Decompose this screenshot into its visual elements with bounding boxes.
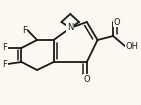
Text: F: F [22, 26, 27, 35]
Text: OH: OH [125, 41, 139, 51]
Text: O: O [114, 18, 120, 26]
Text: O: O [83, 75, 90, 84]
Text: N: N [67, 24, 73, 33]
Text: F: F [2, 43, 7, 52]
Text: F: F [2, 60, 7, 68]
